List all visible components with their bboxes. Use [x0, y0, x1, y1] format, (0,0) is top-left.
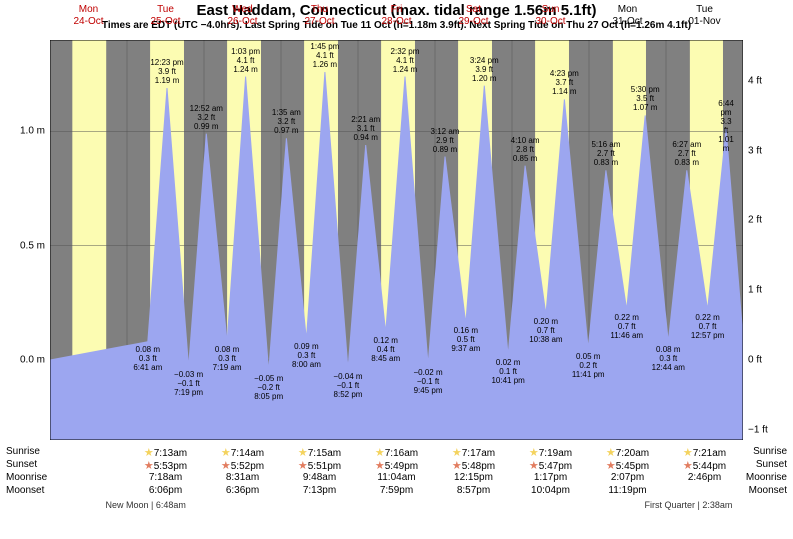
moonrise-value: 7:18am — [126, 472, 206, 483]
tide-label: −0.04 m−0.1 ft8:52 pm — [333, 372, 362, 399]
day-header: Mon24-Oct — [50, 4, 127, 28]
tide-label: 0.08 m0.3 ft7:19 am — [213, 345, 242, 372]
y-tick-right: −1 ft — [748, 424, 788, 435]
tide-label: 3:24 pm3.9 ft1.20 m — [470, 56, 499, 83]
tide-label: 0.20 m0.7 ft10:38 am — [529, 317, 562, 344]
sunset-value: ★5:47pm — [511, 459, 591, 472]
row-label-right: Moonset — [749, 485, 787, 496]
tide-label: 0.16 m0.5 ft9:37 am — [451, 326, 480, 353]
tide-label: 0.08 m0.3 ft6:41 am — [133, 345, 162, 372]
sunset-value: ★5:49pm — [357, 459, 437, 472]
moonset-value: 6:36pm — [203, 485, 283, 496]
tide-chart: East Haddam, Connecticut (max. tidal ran… — [0, 0, 793, 539]
sunrise-value: ★7:16am — [357, 446, 437, 459]
tide-label: 1:35 am3.2 ft0.97 m — [272, 108, 301, 135]
tide-label: 2:21 am3.1 ft0.94 m — [351, 115, 380, 142]
tide-label: 0.09 m0.3 ft8:00 am — [292, 342, 321, 369]
tide-label: 0.02 m0.1 ft10:41 pm — [491, 358, 524, 385]
day-header: Thu27-Oct — [281, 4, 358, 28]
sunset-value: ★5:51pm — [280, 459, 360, 472]
moonrise-value: 11:04am — [357, 472, 437, 483]
tide-label: 1:03 pm4.1 ft1.24 m — [231, 47, 260, 74]
tide-label: 12:23 pm3.9 ft1.19 m — [150, 58, 183, 85]
moonset-value: 7:59pm — [357, 485, 437, 496]
moonset-value: 8:57pm — [434, 485, 514, 496]
day-header: Tue01-Nov — [666, 4, 743, 28]
tide-label: 5:16 am2.7 ft0.83 m — [591, 140, 620, 167]
plot-area: 0.0 m0.5 m1.0 m−1 ft0 ft1 ft2 ft3 ft4 ft… — [50, 40, 743, 440]
sunset-value: ★5:44pm — [665, 459, 745, 472]
moonset-value: 7:13pm — [280, 485, 360, 496]
sunrise-value: ★7:15am — [280, 446, 360, 459]
tide-label: 0.22 m0.7 ft12:57 pm — [691, 313, 724, 340]
moonrise-value: 9:48am — [280, 472, 360, 483]
moonset-value: 11:19pm — [588, 485, 668, 496]
row-label-left: Moonset — [6, 485, 44, 496]
row-label-left: Moonrise — [6, 472, 47, 483]
y-tick-right: 4 ft — [748, 76, 788, 87]
tide-label: −0.03 m−0.1 ft7:19 pm — [174, 370, 203, 397]
tide-label: 1:45 pm4.1 ft1.26 m — [310, 42, 339, 69]
y-tick-left: 0.0 m — [5, 355, 45, 366]
tide-label: 6:44 pm3.3 ft1.01 m — [718, 99, 735, 153]
day-header: Tue25-Oct — [127, 4, 204, 28]
y-tick-right: 1 ft — [748, 285, 788, 296]
sunrise-value: ★7:20am — [588, 446, 668, 459]
row-label-right: Sunset — [756, 459, 787, 470]
moonrise-value: 12:15pm — [434, 472, 514, 483]
tide-label: 3:12 am2.9 ft0.89 m — [431, 127, 460, 154]
sunrise-value: ★7:14am — [203, 446, 283, 459]
sunrise-value: ★7:19am — [511, 446, 591, 459]
day-header: Sun30-Oct — [512, 4, 589, 28]
sunrise-value: ★7:13am — [126, 446, 206, 459]
y-tick-left: 0.5 m — [5, 240, 45, 251]
moonset-value: 6:06pm — [126, 485, 206, 496]
sunset-value: ★5:48pm — [434, 459, 514, 472]
tide-label: 12:52 am3.2 ft0.99 m — [190, 104, 223, 131]
tide-label: 6:27 am2.7 ft0.83 m — [672, 140, 701, 167]
y-tick-right: 0 ft — [748, 354, 788, 365]
row-label-left: Sunset — [6, 459, 37, 470]
day-header: Mon31-Oct — [589, 4, 666, 28]
tide-label: 2:32 pm4.1 ft1.24 m — [391, 47, 420, 74]
moonrise-value: 2:46pm — [665, 472, 745, 483]
tide-label: 0.22 m0.7 ft11:46 am — [610, 313, 643, 340]
sunset-value: ★5:52pm — [203, 459, 283, 472]
y-tick-right: 3 ft — [748, 145, 788, 156]
y-tick-right: 2 ft — [748, 215, 788, 226]
tide-label: −0.05 m−0.2 ft8:05 pm — [254, 374, 283, 401]
y-tick-left: 1.0 m — [5, 126, 45, 137]
tide-label: −0.02 m−0.1 ft9:45 pm — [413, 368, 442, 395]
tide-label: 0.12 m0.4 ft8:45 am — [371, 336, 400, 363]
day-header: Wed26-Oct — [204, 4, 281, 28]
moonset-value: 10:04pm — [511, 485, 591, 496]
sunrise-value: ★7:21am — [665, 446, 745, 459]
day-header: Fri28-Oct — [358, 4, 435, 28]
moonrise-value: 8:31am — [203, 472, 283, 483]
row-label-right: Moonrise — [746, 472, 787, 483]
tide-label: 5:30 pm3.5 ft1.07 m — [631, 85, 660, 112]
moon-phase: New Moon | 6:48am — [106, 500, 266, 510]
sunrise-value: ★7:17am — [434, 446, 514, 459]
tide-label: 0.08 m0.3 ft12:44 am — [652, 345, 685, 372]
moonrise-value: 2:07pm — [588, 472, 668, 483]
sunset-value: ★5:45pm — [588, 459, 668, 472]
moonrise-value: 1:17pm — [511, 472, 591, 483]
tide-label: 4:10 am2.8 ft0.85 m — [511, 136, 540, 163]
day-header: Sat29-Oct — [435, 4, 512, 28]
tide-label: 0.05 m0.2 ft11:41 pm — [572, 352, 605, 379]
row-label-left: Sunrise — [6, 446, 40, 457]
sunset-value: ★5:53pm — [126, 459, 206, 472]
moon-phase: First Quarter | 2:38am — [645, 500, 793, 510]
row-label-right: Sunrise — [753, 446, 787, 457]
tide-label: 4:23 pm3.7 ft1.14 m — [550, 69, 579, 96]
